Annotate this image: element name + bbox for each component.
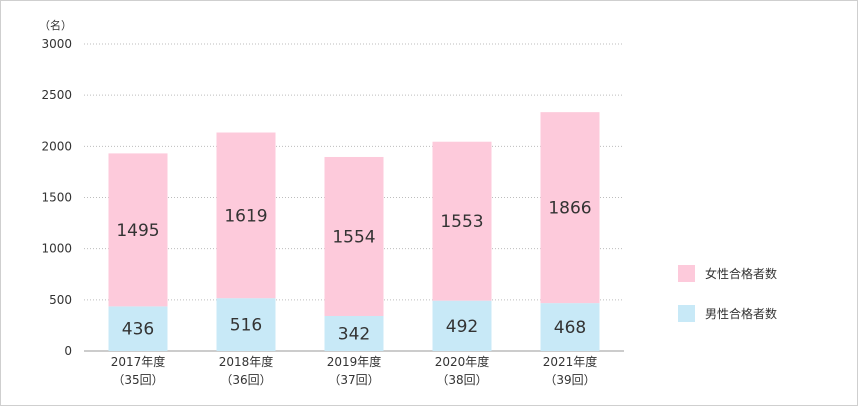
bars bbox=[108, 112, 600, 351]
x-tick-year-4: 2021年度 bbox=[543, 354, 598, 369]
legend: 女性合格者数 男性合格者数 bbox=[678, 263, 777, 343]
legend-label-female: 女性合格者数 bbox=[705, 266, 778, 281]
data-labels: 436 1495 516 1619 342 1554 492 1553 468 1866 bbox=[116, 199, 591, 345]
bar-female-2 bbox=[324, 156, 384, 317]
data-label-female-4: 1866 bbox=[548, 199, 591, 219]
x-tick-year-0: 2017年度 bbox=[111, 354, 166, 369]
data-label-male-0: 436 bbox=[122, 320, 154, 340]
bar-male-1 bbox=[216, 298, 276, 351]
data-label-male-2: 342 bbox=[338, 325, 370, 345]
x-tick-round-3: （38回） bbox=[436, 373, 487, 387]
legend-label-male: 男性合格者数 bbox=[705, 306, 778, 321]
legend-item-male: 男性合格者数 bbox=[678, 303, 777, 323]
legend-swatch-male bbox=[678, 304, 695, 322]
data-label-male-1: 516 bbox=[230, 316, 262, 336]
bar-male-2 bbox=[324, 316, 384, 351]
x-tick-year-1: 2018年度 bbox=[219, 354, 274, 369]
x-tick-year-3: 2020年度 bbox=[435, 354, 490, 369]
data-label-male-3: 492 bbox=[446, 317, 478, 337]
data-label-female-1: 1619 bbox=[224, 206, 267, 226]
y-unit-label: （名） bbox=[39, 18, 72, 32]
x-tick-round-0: （35回） bbox=[112, 373, 163, 387]
y-tick-label-2500: 2500 bbox=[41, 88, 72, 102]
x-tick-year-2: 2019年度 bbox=[327, 354, 382, 369]
bar-female-1 bbox=[216, 132, 276, 299]
bar-male-4 bbox=[540, 303, 600, 351]
data-label-male-4: 468 bbox=[554, 318, 586, 338]
y-tick-label-3000: 3000 bbox=[41, 37, 72, 51]
y-tick-label-500: 500 bbox=[49, 293, 72, 307]
x-tick-round-1: （36回） bbox=[220, 373, 271, 387]
y-tick-label-1000: 1000 bbox=[41, 242, 72, 256]
y-axis: 0 500 1000 1500 2000 2500 3000 bbox=[41, 37, 72, 358]
x-tick-round-4: （39回） bbox=[544, 373, 595, 387]
bar-female-4 bbox=[540, 112, 600, 304]
bar-female-3 bbox=[432, 141, 492, 301]
y-tick-label-0: 0 bbox=[64, 344, 72, 358]
data-label-female-3: 1553 bbox=[440, 212, 483, 232]
bar-female-0 bbox=[108, 153, 168, 307]
bar-male-3 bbox=[432, 300, 492, 351]
x-tick-round-2: （37回） bbox=[328, 373, 379, 387]
y-tick-label-2000: 2000 bbox=[41, 139, 72, 153]
data-label-female-0: 1495 bbox=[116, 221, 159, 241]
legend-item-female: 女性合格者数 bbox=[678, 263, 777, 283]
y-tick-label-1500: 1500 bbox=[41, 191, 72, 205]
x-axis: 2017年度 （35回） 2018年度 （36回） 2019年度 （37回） 2020年度 （… bbox=[111, 354, 598, 387]
legend-swatch-female bbox=[678, 264, 695, 282]
data-label-female-2: 1554 bbox=[332, 227, 375, 247]
bar-male-0 bbox=[108, 306, 168, 351]
